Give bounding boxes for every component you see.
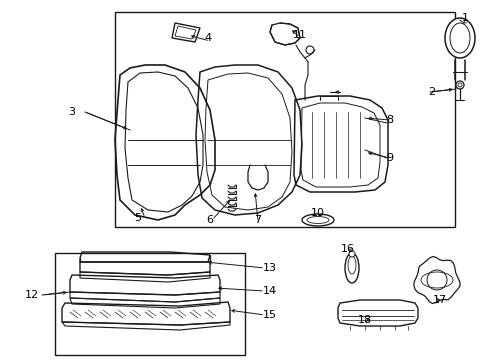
Circle shape: [455, 81, 463, 89]
Text: 7: 7: [254, 215, 261, 225]
Ellipse shape: [345, 253, 358, 283]
Text: 13: 13: [263, 263, 276, 273]
Text: 9: 9: [386, 153, 393, 163]
Text: 16: 16: [340, 244, 354, 254]
Text: 11: 11: [292, 30, 306, 40]
Text: 1: 1: [461, 13, 468, 23]
Text: 8: 8: [386, 115, 393, 125]
Text: 3: 3: [68, 107, 75, 117]
Bar: [115, 12, 454, 227]
Ellipse shape: [444, 18, 474, 58]
Text: 10: 10: [310, 208, 325, 218]
Text: 14: 14: [263, 286, 277, 296]
Text: 17: 17: [432, 295, 446, 305]
Circle shape: [348, 251, 354, 257]
Ellipse shape: [302, 214, 333, 226]
Circle shape: [305, 46, 313, 54]
Text: 2: 2: [427, 87, 435, 97]
Text: 4: 4: [204, 33, 211, 43]
Text: 15: 15: [263, 310, 276, 320]
Text: 5: 5: [134, 213, 141, 223]
Text: 6: 6: [206, 215, 213, 225]
Text: 18: 18: [357, 315, 371, 325]
Bar: [55, 253, 244, 355]
Text: 12: 12: [25, 290, 39, 300]
